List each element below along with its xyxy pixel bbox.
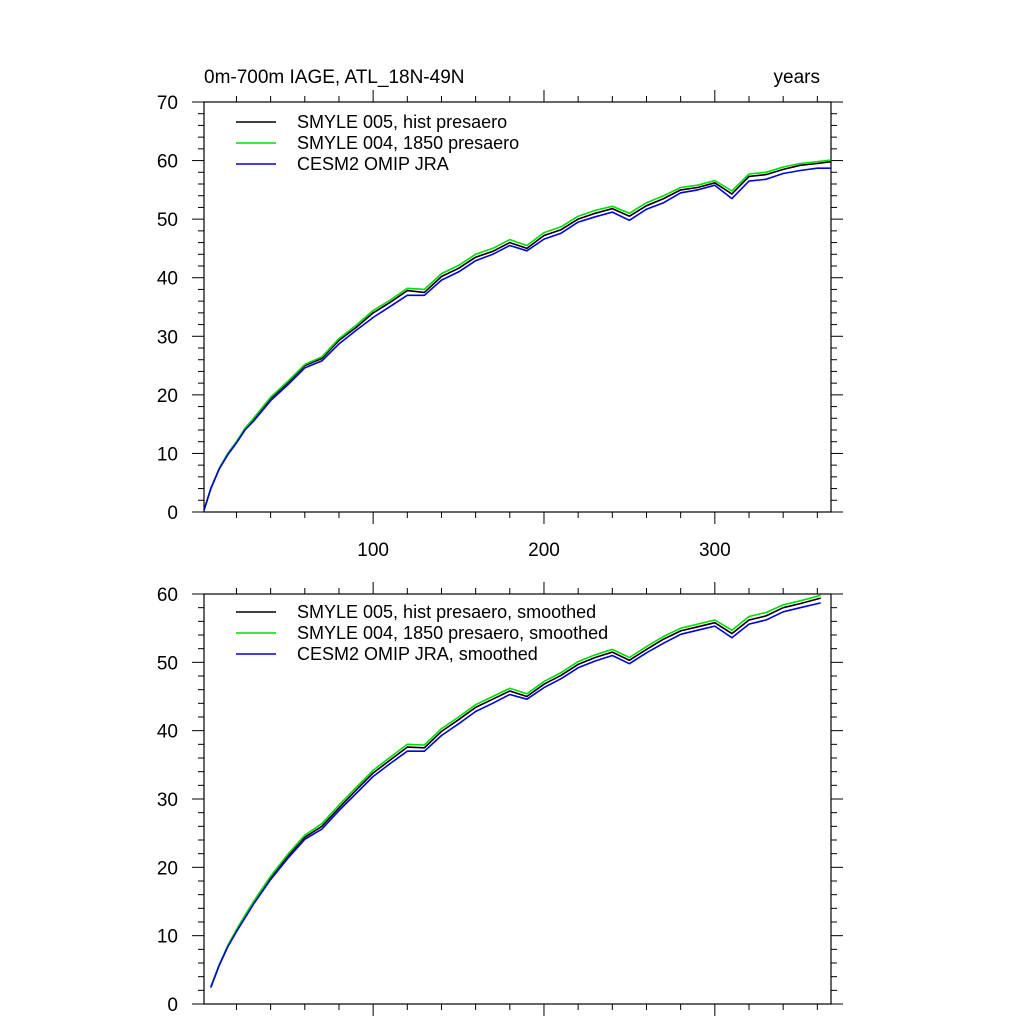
series-line-2	[210, 602, 821, 988]
y-tick-label: 20	[157, 386, 178, 407]
legend-label: SMYLE 004, 1850 presaero	[297, 133, 519, 153]
y-tick-label: 0	[167, 995, 178, 1016]
series-line-0	[203, 160, 832, 511]
legend-label: CESM2 OMIP JRA	[297, 154, 449, 174]
legend-label: SMYLE 005, hist presaero	[297, 112, 507, 132]
legend-label: SMYLE 005, hist presaero, smoothed	[297, 602, 596, 622]
series-line-1	[210, 594, 821, 988]
y-tick-label: 60	[157, 585, 178, 606]
y-tick-label: 40	[157, 269, 178, 290]
top-panel: 0 10 20 30 40 50 60 70 100 200 300 SMYLE 005, hist …	[157, 90, 843, 561]
legend-label: CESM2 OMIP JRA, smoothed	[297, 644, 538, 664]
y-tick-label: 20	[157, 858, 178, 879]
y-tick-label: 50	[157, 210, 178, 231]
y-tick-label: 60	[157, 152, 178, 173]
bottom-panel: 0 10 20 30 40 50 60 SMYLE 005, hist presaero, s…	[157, 582, 843, 1016]
y-tick-label: 10	[157, 444, 178, 465]
y-tick-label: 70	[157, 93, 178, 114]
y-tick-label: 50	[157, 653, 178, 674]
y-tick-label: 10	[157, 927, 178, 948]
units-label: years	[774, 67, 820, 88]
y-tick-label: 30	[157, 327, 178, 348]
x-tick-label: 200	[528, 540, 560, 561]
y-tick-label: 40	[157, 722, 178, 743]
x-tick-label: 300	[699, 540, 731, 561]
legend-label: SMYLE 004, 1850 presaero, smoothed	[297, 623, 608, 643]
series-line-0	[210, 597, 821, 988]
series-line-1	[203, 159, 832, 511]
x-tick-label: 100	[357, 540, 389, 561]
chart-title: 0m-700m IAGE, ATL_18N-49N	[204, 67, 464, 88]
plot-frame	[203, 101, 832, 513]
series-line-2	[203, 167, 831, 511]
y-tick-label: 30	[157, 790, 178, 811]
y-tick-label: 0	[167, 503, 178, 524]
